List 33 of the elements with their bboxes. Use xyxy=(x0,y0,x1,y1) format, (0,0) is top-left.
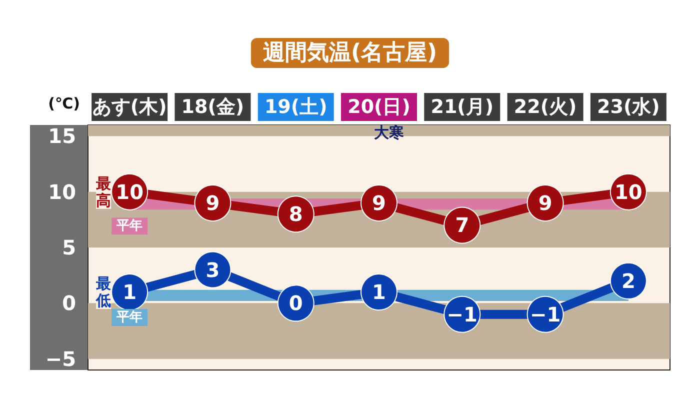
x-tick-label: 22(火) xyxy=(514,96,577,118)
x-tick-label: あす(木) xyxy=(92,96,167,118)
y-tick-label: 15 xyxy=(48,124,76,148)
x-tick-label: 21(月) xyxy=(430,96,494,118)
x-tick-label: 19(土) xyxy=(264,96,328,118)
y-tick-label: −5 xyxy=(45,346,76,371)
data-label: 1 xyxy=(372,280,386,304)
data-label: 1 xyxy=(122,280,137,304)
data-label: −1 xyxy=(446,302,478,326)
data-label: 3 xyxy=(206,258,220,282)
x-tick-label: 23(水) xyxy=(597,96,660,118)
data-label: 8 xyxy=(288,202,303,226)
data-label: 9 xyxy=(538,190,552,215)
series-label: 最高 xyxy=(95,174,112,210)
data-label: 2 xyxy=(621,268,636,293)
y-tick-label: 10 xyxy=(48,180,76,204)
band-label: 平年 xyxy=(116,218,143,234)
data-label: 9 xyxy=(206,190,220,215)
y-tick-label: 0 xyxy=(62,291,76,316)
data-label: −1 xyxy=(530,302,561,326)
data-label: 7 xyxy=(455,213,470,238)
x-tick-label: 20(日) xyxy=(348,96,410,118)
data-label: 0 xyxy=(288,291,303,316)
y-tick-label: 5 xyxy=(62,236,76,260)
y-axis-title: (℃) xyxy=(48,94,80,112)
data-label: 10 xyxy=(614,180,642,204)
x-tick-label: 18(金) xyxy=(181,96,244,118)
annotation: 大寒 xyxy=(374,124,404,142)
data-label: 10 xyxy=(116,180,144,204)
data-label: 9 xyxy=(372,190,386,215)
chart-title: 週間気温(名古屋) xyxy=(262,40,438,66)
series-label: 最低 xyxy=(95,274,112,310)
band-label: 平年 xyxy=(116,310,143,325)
